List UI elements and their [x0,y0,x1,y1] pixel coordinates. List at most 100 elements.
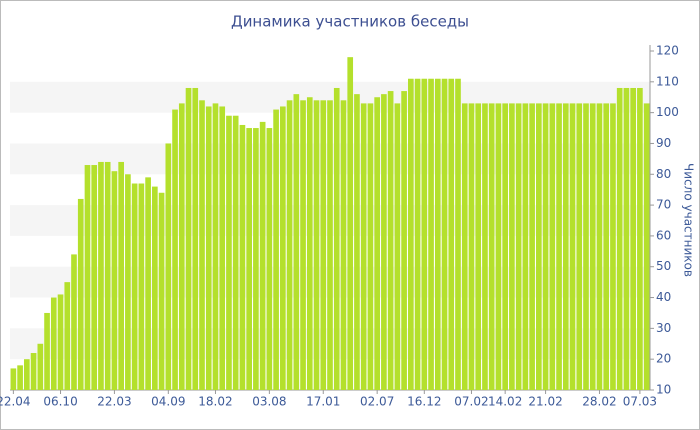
bar [475,103,482,391]
bar [125,174,131,390]
bar [623,87,630,391]
bar [509,103,515,391]
bar [286,100,293,391]
bar [448,78,455,391]
y-tick-label: 60 [656,228,671,242]
x-tick-label: 16.12 [407,395,441,409]
bar [576,103,583,391]
x-tick-label: 28.02 [582,395,616,409]
bar [354,94,360,391]
bar [246,128,252,390]
x-tick-label: 21.02 [528,395,562,409]
bar [138,183,145,390]
x-tick-label: 22.03 [97,395,131,409]
x-tick-label: 03.08 [252,395,286,409]
x-tick-label: 18.02 [198,395,232,409]
bar [549,103,556,391]
bar [313,100,320,391]
bar [37,343,44,390]
bar [158,192,165,390]
bar [152,186,158,390]
bar [401,91,407,391]
x-tick-label: 02.07 [360,395,394,409]
bar [212,103,219,391]
bar [542,103,549,391]
bar [583,103,589,391]
bar [84,165,91,390]
bar [145,177,151,390]
bar [300,100,306,391]
bar [360,103,367,391]
bar [118,161,124,390]
bar [77,198,84,390]
bar [232,115,239,390]
bar [259,121,266,390]
bar [17,365,23,390]
bar [502,103,508,391]
bar [515,103,522,391]
bar [414,78,421,391]
bar [226,115,232,390]
bar [428,78,434,391]
bar [596,103,603,391]
bar [616,87,623,391]
bar [320,100,327,391]
bar [340,100,347,391]
bar [643,103,650,391]
bar [367,103,374,391]
x-tick-label: 07.03 [623,395,657,409]
bar [205,106,212,391]
bar [327,100,333,391]
y-tick-label: 100 [656,105,679,119]
bar [293,94,300,391]
y-tick-label: 110 [656,74,679,88]
bar [98,161,104,390]
bar [394,103,401,391]
x-tick-label: 22.04 [0,395,31,409]
bar [556,103,562,391]
bar [381,94,387,391]
bar [347,57,354,390]
bar [44,312,50,390]
bar [24,359,30,390]
bar [603,103,610,391]
bar [104,161,111,390]
bar [280,106,286,391]
x-tick-label: 17.01 [306,395,340,409]
bar [192,87,199,391]
bar [172,109,178,391]
bar [10,368,17,390]
bar [529,103,535,391]
bar [468,103,475,391]
bar [30,353,37,390]
y-axis-label: Число участников [682,163,696,277]
chart-title: Динамика участников беседы [231,13,469,31]
x-tick-label: 07.02 [454,395,488,409]
bar [522,103,529,391]
bar [165,143,172,390]
bar [219,106,226,391]
y-tick-label: 20 [656,352,671,366]
bar [185,87,192,391]
bar [57,294,64,390]
bar [441,78,448,391]
bar [71,254,77,390]
bar [589,103,596,391]
y-tick-label: 40 [656,290,671,304]
bar [461,103,468,391]
y-tick-label: 120 [656,44,679,58]
bar [610,103,616,391]
bar [306,97,313,391]
y-tick-label: 90 [656,136,671,150]
bar [569,103,576,391]
bar [50,297,57,390]
bar [253,128,259,390]
x-tick-label: 06.10 [43,395,77,409]
bar [131,183,138,390]
y-tick-label: 70 [656,198,671,212]
bar [333,87,340,391]
y-tick-label: 80 [656,167,671,181]
bar [199,100,205,391]
y-tick-label: 10 [656,383,671,397]
